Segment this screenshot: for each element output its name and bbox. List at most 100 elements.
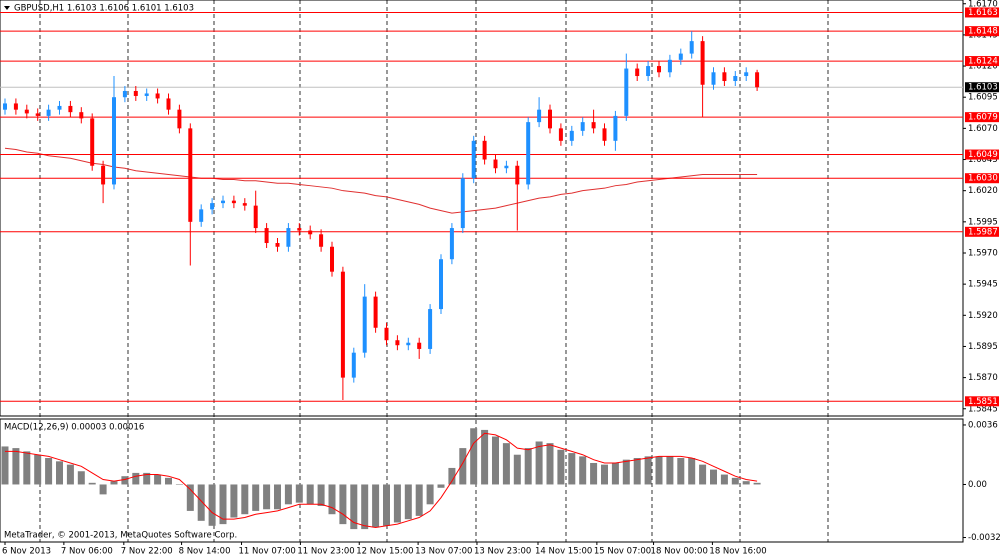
- macd-bar: [492, 436, 499, 485]
- menu-arrow[interactable]: [4, 6, 10, 10]
- candle-body: [384, 327, 389, 341]
- x-tick-label: 11 Nov 07:00: [239, 547, 296, 557]
- candle-body: [199, 209, 204, 222]
- candle-body: [275, 243, 280, 247]
- candle-body: [700, 41, 705, 85]
- candle-body: [351, 352, 356, 378]
- y-tick-label: 1.5920: [968, 311, 998, 321]
- macd-bar: [481, 429, 489, 485]
- candle-body: [471, 140, 476, 179]
- macd-bar: [459, 448, 467, 485]
- candle-body: [689, 41, 694, 54]
- macd-bar: [197, 484, 205, 521]
- candle-body: [439, 259, 443, 310]
- macd-bar: [132, 472, 140, 485]
- candle-body: [90, 118, 95, 166]
- macd-bar: [317, 484, 325, 506]
- candle-body: [635, 68, 640, 77]
- x-tick-label: 13 Nov 23:00: [474, 547, 531, 557]
- x-tick-label: 15 Nov 07:00: [594, 547, 651, 557]
- footer: MetaTrader, © 2001-2013, MetaQuotes Soft…: [4, 531, 237, 541]
- candle-body: [733, 76, 738, 82]
- candle-body: [13, 103, 18, 110]
- y-tick-label: 1.6070: [968, 124, 998, 134]
- candle-body: [722, 72, 727, 82]
- macd-bar: [1, 446, 9, 485]
- macd-bar: [263, 484, 271, 510]
- y-tick-label: 0.00: [968, 480, 987, 490]
- candle-body: [667, 59, 672, 73]
- y-tick-label: 0.0036: [968, 420, 998, 430]
- macd-bar: [110, 481, 118, 485]
- candle-body: [24, 109, 29, 114]
- macd-bar: [252, 484, 260, 511]
- level-label-box: [965, 112, 999, 123]
- y-tick-label: 1.6045: [968, 155, 998, 165]
- candle-body: [3, 103, 7, 110]
- level-label: 1.6030: [968, 174, 998, 184]
- macd-bar: [241, 484, 249, 515]
- candle-body: [482, 140, 487, 160]
- y-tick-label: 1.5845: [968, 404, 998, 414]
- level-label: 1.5987: [968, 227, 998, 237]
- candle-body: [460, 178, 465, 229]
- macd-bar: [219, 484, 227, 525]
- macd-bar: [546, 443, 554, 485]
- macd-bar: [601, 464, 608, 485]
- level-label: 1.6148: [968, 27, 998, 37]
- candle-body: [406, 342, 411, 346]
- y-tick-label: 1.5945: [968, 280, 998, 290]
- macd-bar: [699, 464, 707, 485]
- candle-body: [646, 66, 651, 77]
- y-tick-label: 1.6095: [968, 93, 998, 103]
- macd-bar: [437, 484, 445, 488]
- macd-bar: [590, 462, 598, 485]
- candle-body: [231, 200, 236, 204]
- macd-bar: [274, 484, 281, 510]
- candle-body: [253, 205, 258, 229]
- y-tick-label: 1.5870: [968, 373, 998, 383]
- macd-bar: [350, 484, 358, 530]
- main-pane-frame: [0, 0, 964, 417]
- candle-body: [591, 122, 596, 129]
- macd-bar: [284, 484, 292, 505]
- candle-body: [504, 165, 509, 169]
- macd-bar: [230, 484, 238, 518]
- macd-bar: [502, 443, 510, 485]
- last-price-label: 1.6103: [968, 83, 998, 93]
- signal-line: [5, 432, 758, 528]
- macd-bar: [306, 484, 314, 505]
- y-tick-label: -0.00321: [968, 533, 1000, 543]
- candle-body: [580, 122, 585, 131]
- macd-bar: [12, 448, 20, 485]
- candle-body: [613, 115, 618, 141]
- x-tick-label: 13 Nov 07:00: [415, 547, 472, 557]
- level-label: 1.6163: [968, 8, 998, 18]
- macd-bar: [328, 484, 336, 515]
- candle-body: [264, 228, 269, 244]
- level-label-box: [965, 173, 999, 184]
- candle-body: [133, 90, 138, 96]
- macd-bar: [208, 484, 216, 526]
- macd-bar: [372, 484, 380, 528]
- candle-body: [428, 309, 433, 349]
- macd-bar: [361, 484, 369, 530]
- x-tick-label: 7 Nov 06:00: [61, 547, 113, 557]
- candle-body: [297, 228, 302, 231]
- candle-body: [144, 93, 149, 96]
- candle-body: [449, 228, 454, 260]
- candle-body: [711, 72, 716, 85]
- macd-bar: [513, 454, 521, 485]
- candle-body: [657, 66, 661, 73]
- x-tick-label: 18 Nov 16:00: [709, 547, 766, 557]
- candle-body: [362, 296, 367, 353]
- candle-body: [221, 200, 225, 204]
- y-tick-label: 1.5895: [968, 342, 998, 352]
- macd-bar: [710, 469, 717, 485]
- macd-bar: [535, 441, 543, 485]
- macd-bar: [77, 471, 85, 485]
- macd-bar: [742, 481, 750, 485]
- y-tick-label: 1.6170: [968, 0, 998, 9]
- macd-bar: [165, 477, 172, 485]
